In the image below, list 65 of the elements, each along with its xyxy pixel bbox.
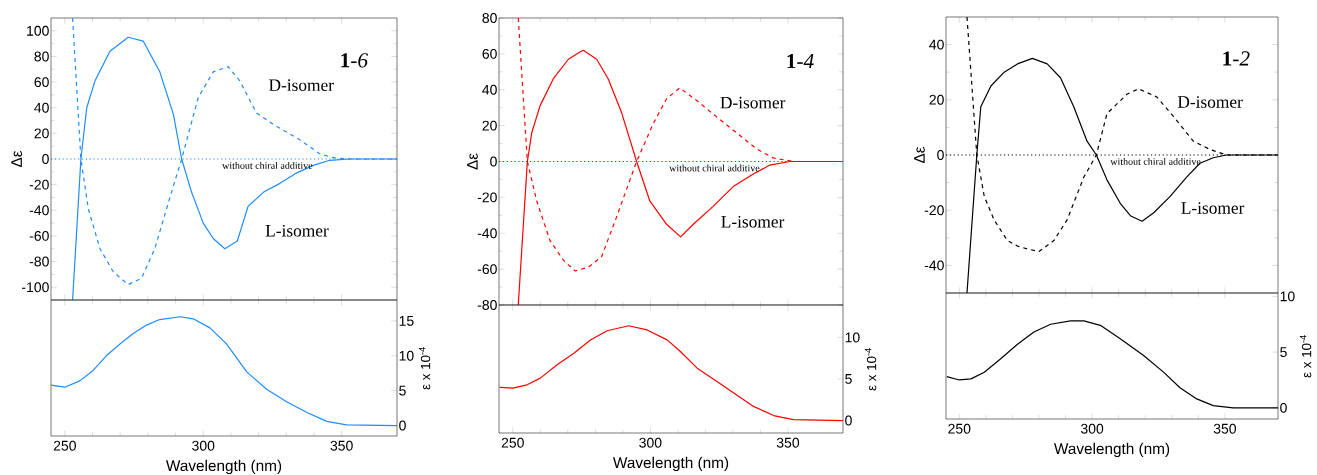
x-tick-label: 350 [776,437,800,448]
series-label: L-isomer [721,215,785,228]
y2-axis-title: ε x 10$^{-4}$ [864,348,877,391]
y2-tick-label: 10 [845,332,860,343]
x-tick-label: 350 [330,440,353,451]
y-tick-label: 40 [482,84,497,95]
y-tick-label: 0 [42,154,49,164]
y-tick-label: -60 [477,264,497,275]
y-tick-label: 60 [34,77,49,88]
y-tick-label: 0 [937,150,944,160]
x-axis-title: Wavelength (nm) [1053,442,1170,458]
y2-tick-label: 15 [399,316,414,326]
x-tick-label: 250 [501,437,524,448]
y2-tick-label: 5 [845,374,852,384]
y-axis-title: Δε [467,153,478,170]
y-tick-label: -20 [477,192,497,203]
y-tick-label: 60 [482,48,497,59]
y-axis-title: Δε [11,150,22,168]
y2-tick-label: 10 [399,350,414,361]
series-label: without chiral additive [1110,157,1201,165]
y-tick-label: 100 [27,25,49,36]
y-tick-label: -100 [22,282,49,293]
y2-tick-label: 10 [1280,291,1295,302]
series-label: without chiral additive [669,164,760,172]
x-tick-label: 300 [192,440,215,451]
y2-axis-title: ε x 10$^{-4}$ [418,347,431,390]
y2-tick-label: 0 [845,415,852,426]
y2-tick-label: 5 [1280,347,1287,357]
y-tick-label: -80 [477,300,497,310]
series-label: D-isomer [720,96,786,109]
y2-tick-label: 0 [399,420,406,431]
text: 1-4 [787,54,814,69]
y-tick-label: -80 [29,256,49,267]
y-tick-label: -20 [29,179,49,190]
x-axis-title: Wavelength (nm) [165,459,282,475]
y-tick-label: 80 [34,51,49,62]
y2-tick-label: 0 [1280,402,1287,413]
y-tick-label: -60 [29,230,49,241]
text: 1-6 [341,53,368,68]
y-tick-label: 0 [490,156,497,167]
y-tick-label: 20 [482,120,497,131]
x-tick-label: 250 [53,440,76,451]
y-tick-label: 40 [34,102,49,113]
series-label: D-isomer [269,79,334,91]
y-tick-label: -40 [477,228,497,239]
x-axis-title: Wavelength (nm) [612,456,729,472]
y2-tick-label: 5 [399,385,406,396]
x-tick-label: 300 [639,437,662,448]
y-tick-label: 20 [34,128,49,139]
y-tick-label: 20 [929,94,944,105]
y2-axis-title: ε x 10$^{-4}$ [1299,335,1312,378]
series-label: L-isomer [1181,202,1245,214]
y-tick-label: -20 [924,205,944,216]
y-tick-label: 80 [482,13,497,23]
y-tick-label: -40 [924,260,944,271]
text: 1-2 [1223,51,1250,66]
x-tick-label: 300 [1080,423,1104,434]
y-tick-label: 40 [929,39,944,50]
series-label: L-isomer [265,224,329,237]
y-tick-label: -40 [29,205,49,216]
series-label: without chiral additive [222,161,313,169]
y-axis-title: Δε [914,146,925,164]
x-tick-label: 350 [1213,423,1237,434]
x-tick-label: 250 [948,423,971,434]
series-label: D-isomer [1177,96,1243,108]
